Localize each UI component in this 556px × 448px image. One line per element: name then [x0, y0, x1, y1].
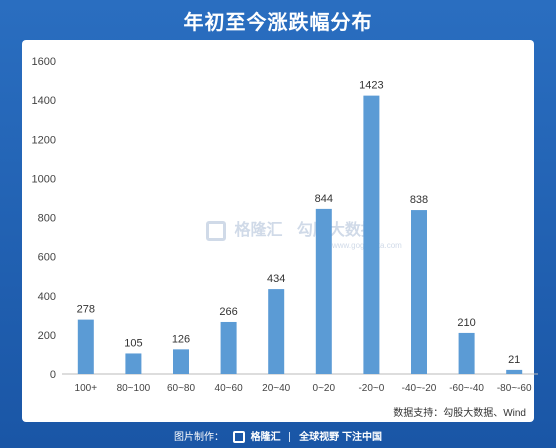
bar: [173, 349, 189, 374]
footer-brand: 格隆汇: [250, 432, 281, 443]
data-label: 105: [124, 337, 142, 349]
x-tick-label: 80~100: [117, 383, 151, 394]
y-tick-label: 1600: [32, 56, 56, 68]
data-label: 838: [410, 194, 428, 206]
y-tick-label: 200: [38, 330, 56, 342]
data-label: 278: [77, 304, 95, 316]
data-label: 1423: [359, 80, 383, 92]
footer-slogan: 全球视野 下注中国: [299, 432, 382, 443]
watermark-logo-icon: [206, 220, 226, 241]
bar: [77, 319, 94, 374]
y-tick-label: 1400: [32, 95, 56, 107]
y-tick-label: 600: [38, 252, 56, 264]
bar: [268, 289, 285, 374]
data-label: 844: [315, 193, 333, 205]
source-note: 数据支持：勾股大数据、Wind: [393, 408, 526, 419]
x-tick-label: -80~-60: [497, 383, 532, 394]
x-tick-label: 20~40: [262, 383, 291, 394]
bar: [458, 332, 475, 374]
footer-credit-label: 图片制作：: [174, 432, 225, 443]
data-label: 266: [219, 306, 237, 318]
data-label: 126: [172, 333, 190, 345]
y-tick-label: 0: [50, 369, 56, 381]
y-tick-label: 400: [38, 291, 56, 303]
footer-logo-icon: [232, 431, 245, 444]
data-label: 434: [267, 273, 285, 285]
bar: [411, 210, 427, 374]
bar: [125, 353, 142, 374]
y-tick-label: 800: [38, 213, 56, 225]
x-tick-label: -20~0: [358, 383, 384, 394]
footer-divider: [289, 432, 291, 443]
x-tick-label: 40~60: [215, 383, 244, 394]
y-tick-label: 1000: [32, 173, 56, 185]
bar: [315, 208, 332, 374]
data-label: 210: [457, 317, 475, 329]
bar: [506, 369, 523, 374]
x-tick-label: 100+: [75, 383, 98, 394]
footer: 图片制作： 格隆汇 全球视野 下注中国: [0, 428, 556, 448]
watermark-brand: 格隆汇: [234, 222, 283, 239]
x-tick-label: -60~-40: [449, 383, 484, 394]
chart-title: 年初至今涨跌幅分布: [183, 12, 373, 34]
y-tick-label: 1200: [32, 134, 56, 146]
x-tick-label: 60~80: [167, 383, 196, 394]
data-label: 21: [508, 354, 520, 366]
x-tick-label: 0~20: [313, 383, 336, 394]
bar: [363, 95, 380, 375]
bar: [220, 321, 237, 374]
x-tick-label: -40~-20: [402, 383, 437, 394]
